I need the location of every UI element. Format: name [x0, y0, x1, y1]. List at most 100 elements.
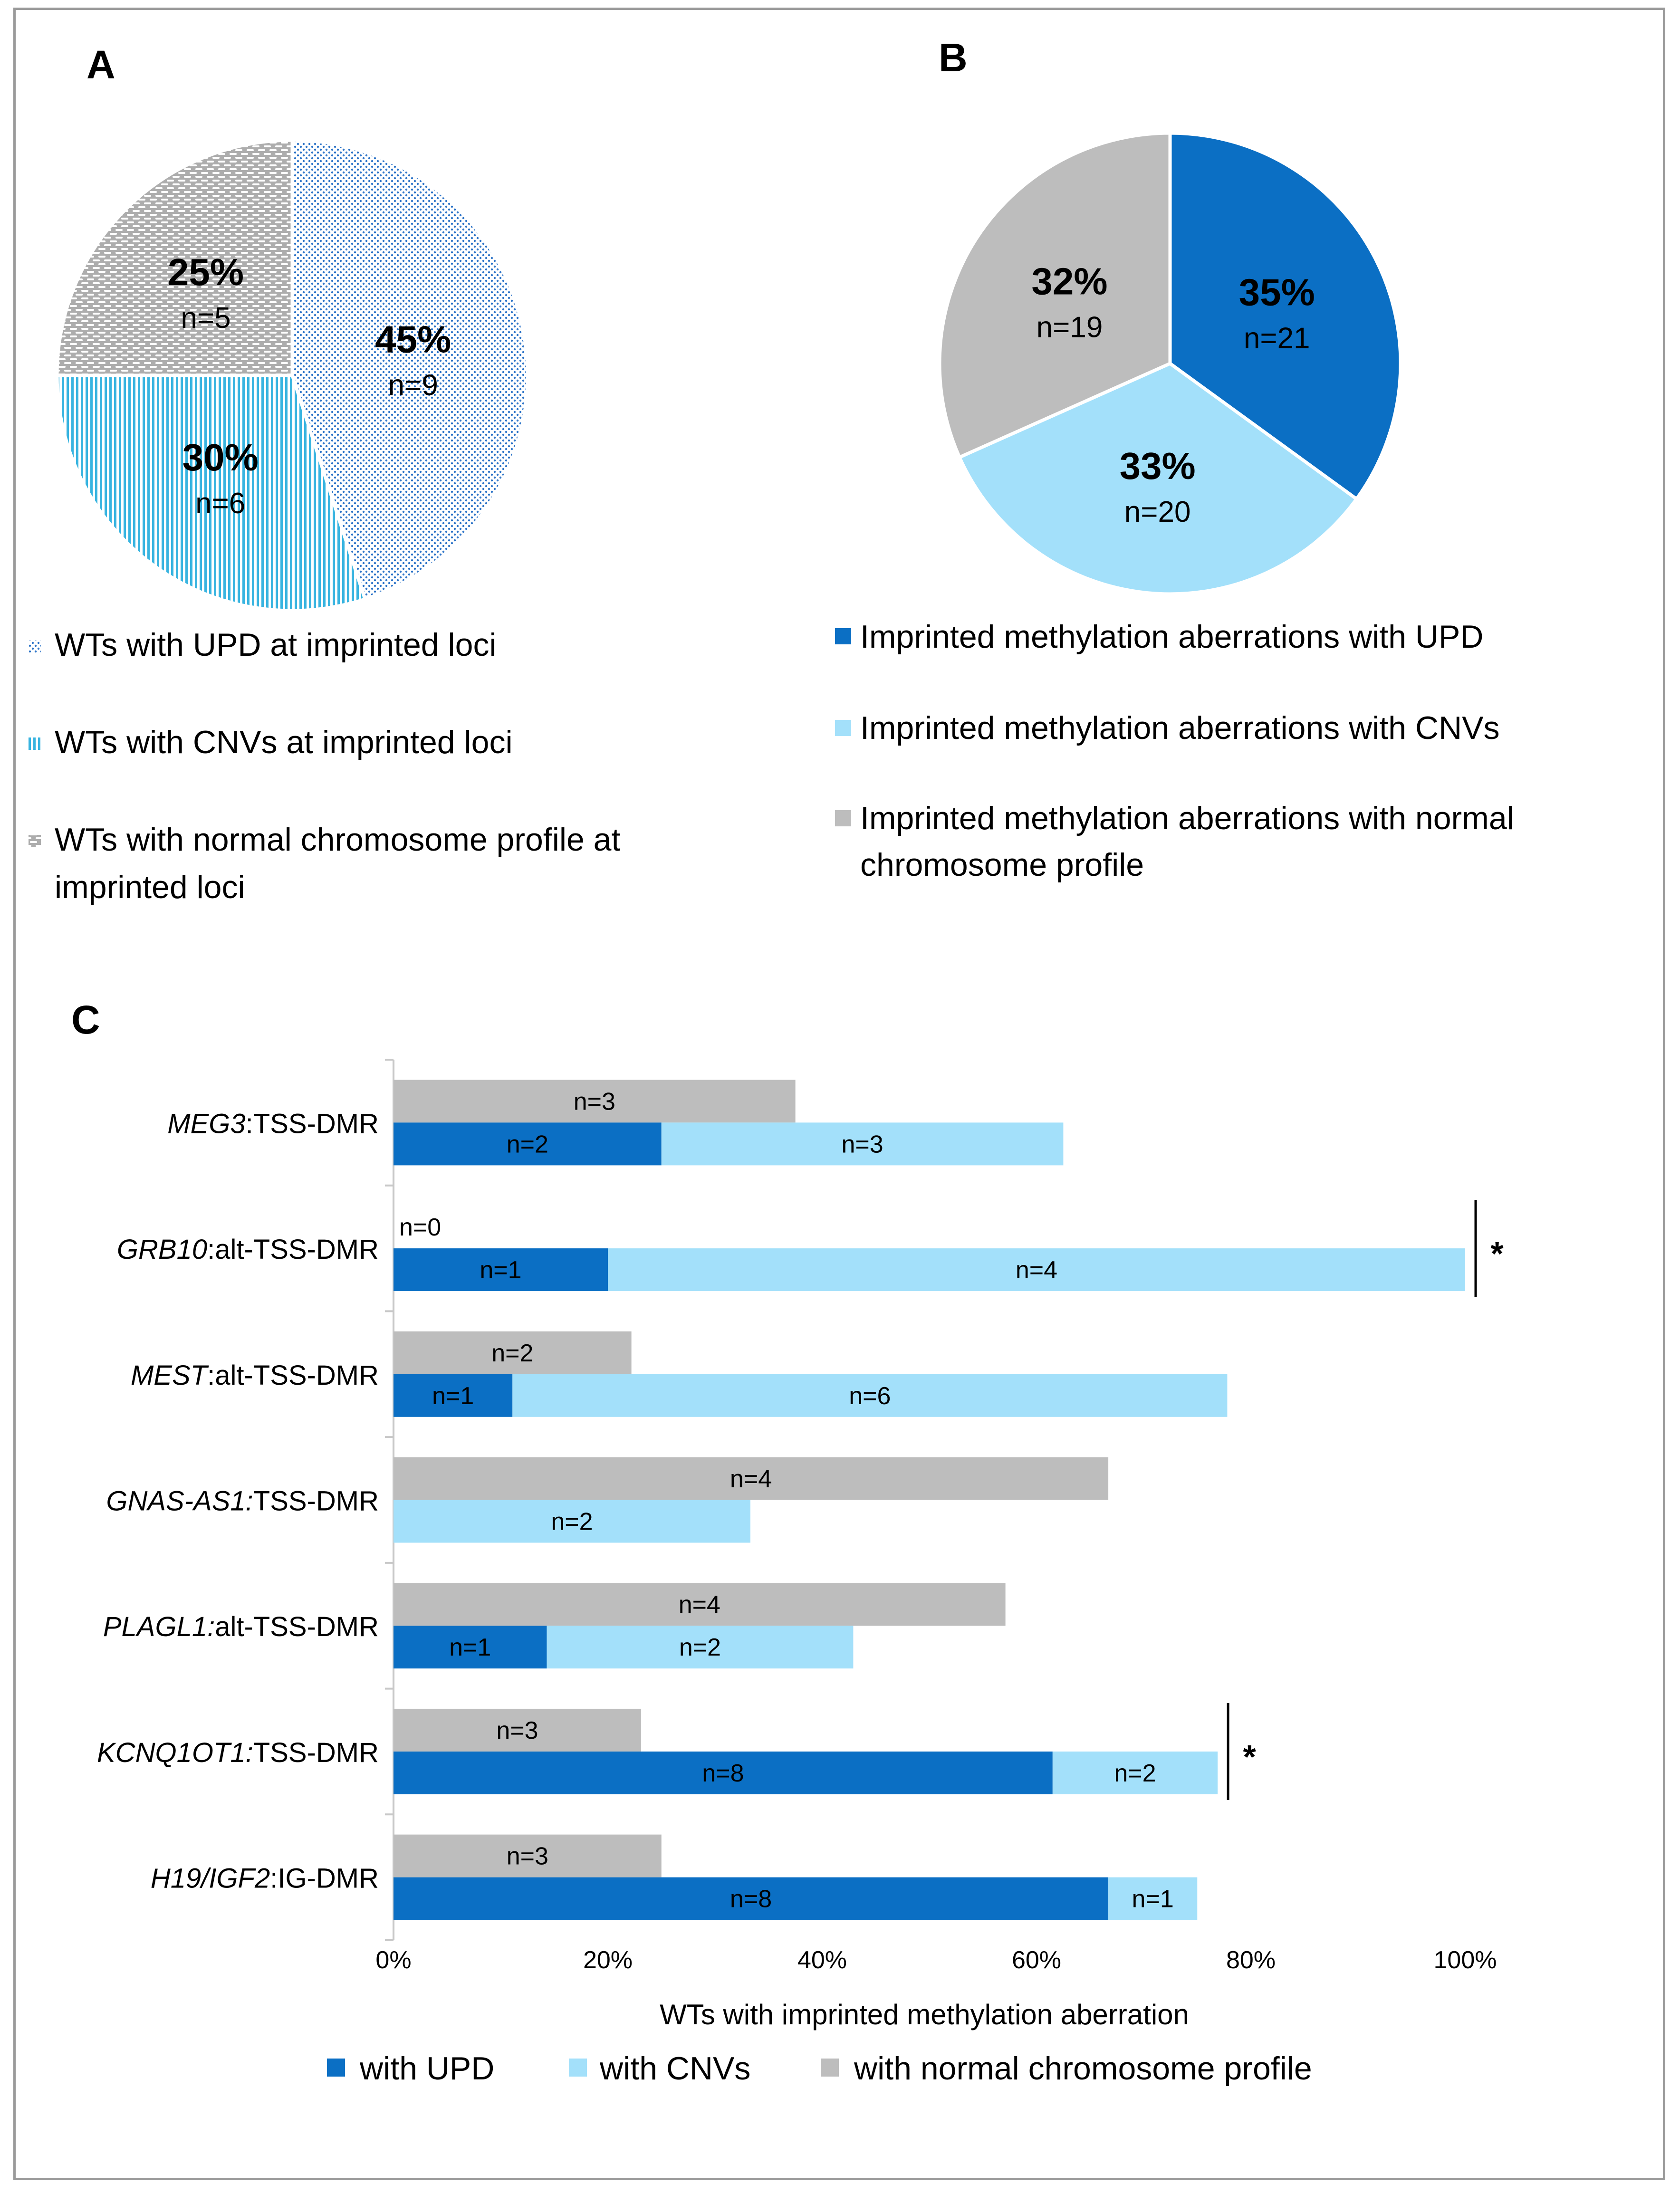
bar-data-label: n=8	[730, 1886, 772, 1913]
bar-segment-cnv	[1108, 1877, 1198, 1920]
legend-swatch-upd	[29, 641, 41, 653]
pie-b-legend: Imprinted methylation aberrations with U…	[835, 619, 1514, 883]
legend-swatch-normal	[821, 2059, 839, 2077]
significance-marker: *	[1243, 1738, 1256, 1775]
legend-swatch-cnv	[569, 2059, 587, 2077]
bar-segment-cnv	[661, 1122, 1064, 1166]
panel-label-c: C	[71, 997, 100, 1042]
bar-data-label: n=3	[574, 1088, 615, 1115]
slice-percent-label: 32%	[1031, 260, 1107, 303]
bar-data-label: n=2	[551, 1508, 593, 1536]
pie-a-legend: WTs with UPD at imprinted loci WTs with …	[29, 627, 620, 905]
bar-segment-upd	[394, 1626, 547, 1669]
x-tick-label: 40%	[797, 1946, 847, 1974]
legend-swatch-normal	[835, 810, 851, 826]
bar-segment-normal	[394, 1080, 796, 1123]
category-label: GRB10:alt-TSS-DMR	[117, 1234, 379, 1265]
bar-data-label: n=2	[1114, 1760, 1156, 1787]
category-label: GNAS-AS1:TSS-DMR	[106, 1486, 379, 1517]
bar-data-label: n=0	[399, 1214, 441, 1241]
legend-swatch-upd	[327, 2059, 345, 2077]
bar-data-label: n=2	[507, 1130, 548, 1158]
bar-segment-upd	[394, 1122, 662, 1166]
x-tick-label: 0%	[375, 1946, 411, 1974]
legend-a-item-upd: WTs with UPD at imprinted loci	[55, 627, 497, 663]
legend-b-item-upd: Imprinted methylation aberrations with U…	[860, 619, 1483, 655]
bar-data-label: n=6	[849, 1382, 891, 1410]
bar-segment-normal	[394, 1331, 632, 1374]
bar-segment-cnv	[547, 1626, 854, 1669]
slice-n-label: n=5	[181, 302, 230, 335]
bar-segment-upd	[394, 1374, 513, 1417]
bar-segment-cnv	[1052, 1751, 1218, 1794]
bar-data-label: n=8	[702, 1760, 744, 1787]
pie-slice-cnv	[55, 373, 367, 613]
x-tick-label: 80%	[1226, 1946, 1276, 1974]
x-tick-label: 20%	[583, 1946, 633, 1974]
slice-percent-label: 25%	[168, 251, 244, 293]
legend-b-item-normal: Imprinted methylation aberrations with n…	[860, 800, 1514, 836]
bar-data-label: n=3	[496, 1717, 538, 1744]
legend-swatch-upd	[835, 628, 851, 644]
bar-segment-normal	[394, 1834, 662, 1877]
bar-segment-normal	[394, 1708, 641, 1752]
pie-chart-b: 35% n=21 33% n=20 32% n=19	[938, 131, 1402, 596]
bar-segment-upd	[394, 1248, 608, 1292]
panel-label-b: B	[939, 35, 968, 80]
bar-segment-cnv	[394, 1500, 750, 1543]
pie-slice-upd	[290, 138, 529, 602]
bar-segment-cnv	[512, 1374, 1228, 1417]
bar-segment-upd	[394, 1751, 1053, 1794]
bar-segment-cnv	[608, 1248, 1465, 1292]
slice-percent-label: 45%	[375, 318, 451, 361]
bar-data-label: n=3	[507, 1843, 548, 1870]
x-tick-label: 100%	[1434, 1946, 1497, 1974]
legend-b-item-normal-cont: chromosome profile	[860, 847, 1144, 883]
x-axis-title: WTs with imprinted methylation aberratio…	[660, 1999, 1189, 2030]
category-label: H19/IGF2:IG-DMR	[151, 1863, 379, 1894]
category-label: MEG3:TSS-DMR	[167, 1108, 379, 1139]
category-label: MEST:alt-TSS-DMR	[131, 1360, 379, 1391]
legend-swatch-normal	[29, 835, 41, 847]
legend-b-item-cnv: Imprinted methylation aberrations with C…	[860, 710, 1499, 746]
slice-percent-label: 33%	[1120, 445, 1196, 487]
bar-segment-upd	[394, 1877, 1109, 1920]
legend-c-item-upd: with UPD	[359, 2050, 494, 2087]
bar-chart-c: 0% 20% 40% 60% 80% 100% MEG3:TSS-DMR n=3 n=2 n=3 G…	[97, 1059, 1504, 1974]
pie-slice-upd	[1168, 131, 1402, 501]
legend-c-item-cnv: with CNVs	[599, 2050, 750, 2087]
slice-n-label: n=9	[388, 369, 438, 402]
category-label: KCNQ1OT1:TSS-DMR	[97, 1737, 379, 1768]
slice-n-label: n=19	[1037, 311, 1103, 344]
x-tick-label: 60%	[1012, 1946, 1061, 1974]
bar-data-label: n=1	[1132, 1886, 1174, 1913]
bar-segment-normal	[394, 1457, 1109, 1500]
legend-a-item-normal: WTs with normal chromosome profile at	[55, 822, 620, 858]
pie-slice-cnv	[957, 361, 1359, 596]
legend-c-item-normal: with normal chromosome profile	[854, 2050, 1312, 2087]
bar-data-label: n=3	[841, 1130, 883, 1158]
pie-chart-a: 45% n=9 30% n=6 25% n=5	[55, 138, 529, 613]
panel-label-a: A	[86, 42, 115, 87]
slice-n-label: n=6	[195, 487, 245, 520]
slice-n-label: n=21	[1244, 322, 1310, 355]
bar-data-label: n=1	[432, 1382, 474, 1410]
bar-segment-normal	[394, 1583, 1006, 1626]
bar-data-label: n=1	[449, 1634, 491, 1661]
slice-n-label: n=20	[1124, 496, 1191, 528]
pie-slice-normal	[55, 138, 294, 377]
bar-data-label: n=4	[1016, 1256, 1057, 1284]
bar-data-label: n=2	[679, 1634, 721, 1661]
bar-data-label: n=1	[480, 1256, 521, 1284]
legend-a-item-normal-cont: imprinted loci	[55, 869, 245, 905]
legend-swatch-cnv	[29, 737, 41, 750]
category-label: PLAGL1:alt-TSS-DMR	[103, 1611, 379, 1642]
slice-percent-label: 35%	[1239, 271, 1315, 314]
figure-frame	[13, 8, 1665, 2180]
slice-percent-label: 30%	[182, 436, 259, 479]
significance-marker: *	[1490, 1235, 1504, 1272]
legend-swatch-cnv	[835, 720, 851, 736]
bar-data-label: n=4	[730, 1465, 772, 1493]
bar-data-label: n=2	[491, 1340, 533, 1367]
